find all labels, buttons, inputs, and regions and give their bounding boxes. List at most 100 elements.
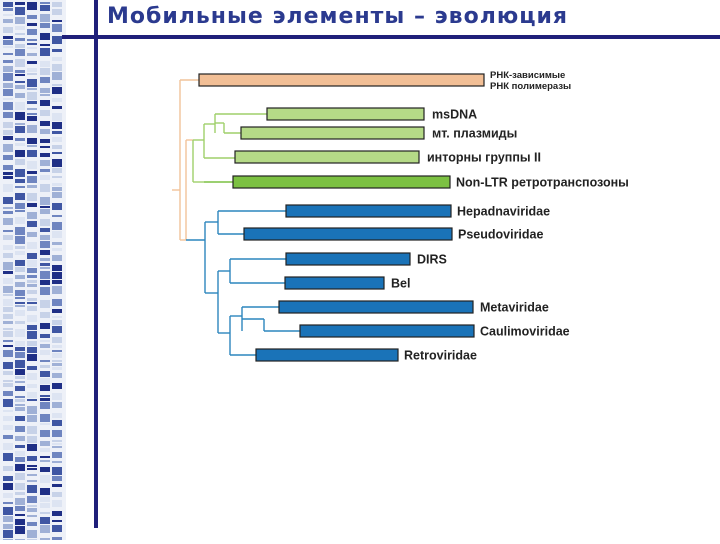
dna-band bbox=[27, 43, 37, 45]
metaviridae-bar bbox=[278, 300, 474, 314]
pseudoviridae-label: Pseudoviridae bbox=[458, 228, 543, 242]
dna-band bbox=[27, 284, 37, 287]
dna-band bbox=[27, 92, 37, 100]
dna-band bbox=[52, 525, 62, 532]
dna-band bbox=[15, 102, 25, 110]
dna-band bbox=[52, 36, 62, 44]
dna-band bbox=[3, 350, 13, 357]
dna-band bbox=[52, 363, 62, 366]
dna-band bbox=[3, 425, 13, 430]
dna-band bbox=[52, 537, 62, 540]
dna-band bbox=[52, 159, 62, 167]
dna-band bbox=[52, 122, 62, 129]
dna-band bbox=[27, 465, 37, 467]
dna-band bbox=[3, 416, 13, 421]
non-ltr-retrotransposons-bar bbox=[232, 175, 451, 189]
dna-band bbox=[3, 371, 13, 375]
dna-band bbox=[52, 353, 62, 358]
dna-band bbox=[27, 68, 37, 72]
dna-band bbox=[3, 89, 13, 96]
mt-plasmids-label: мт. плазмиды bbox=[432, 127, 517, 141]
hepadnaviridae-bar bbox=[285, 204, 452, 218]
dna-band bbox=[52, 360, 62, 362]
dna-band bbox=[52, 248, 62, 251]
dna-band bbox=[3, 197, 13, 204]
dna-band bbox=[15, 74, 25, 76]
dna-band bbox=[52, 476, 62, 481]
dna-band bbox=[3, 102, 13, 110]
dna-band bbox=[40, 430, 50, 437]
dna-band bbox=[15, 179, 25, 183]
dna-band bbox=[52, 316, 62, 318]
dna-band bbox=[27, 61, 37, 64]
dna-band bbox=[27, 101, 37, 104]
rna-polymerases-bar bbox=[198, 73, 485, 87]
dna-band bbox=[15, 369, 25, 375]
dna-band bbox=[3, 314, 13, 319]
dna-band bbox=[52, 176, 62, 178]
dna-band bbox=[27, 384, 37, 388]
dna-band bbox=[40, 503, 50, 508]
dna-band bbox=[15, 150, 25, 157]
dna-band bbox=[15, 217, 25, 224]
dna-band bbox=[3, 380, 13, 382]
dna-band bbox=[52, 215, 62, 217]
dna-band bbox=[40, 312, 50, 318]
dna-band bbox=[40, 344, 50, 348]
dna-band bbox=[52, 367, 62, 370]
dna-band bbox=[15, 404, 25, 406]
dna-band bbox=[3, 328, 13, 330]
dna-band bbox=[27, 145, 37, 147]
dna-band bbox=[40, 184, 50, 192]
dna-band bbox=[52, 511, 62, 516]
dna-band bbox=[27, 456, 37, 461]
dna-band bbox=[15, 85, 25, 89]
dna-band bbox=[27, 280, 37, 283]
dna-band bbox=[15, 203, 25, 209]
dna-band bbox=[3, 230, 13, 232]
dna-band bbox=[52, 152, 62, 154]
dna-band bbox=[3, 262, 13, 270]
dna-band bbox=[40, 100, 50, 106]
dna-band bbox=[52, 299, 62, 306]
tree-bars bbox=[198, 73, 485, 362]
dna-band bbox=[3, 172, 13, 175]
dna-band bbox=[52, 242, 62, 245]
dna-band bbox=[52, 24, 62, 32]
dna-band bbox=[52, 484, 62, 487]
dna-band bbox=[15, 492, 25, 495]
dna-band bbox=[27, 260, 37, 267]
dna-band bbox=[15, 275, 25, 279]
dna-band bbox=[3, 46, 13, 48]
dna-band bbox=[15, 514, 25, 516]
dna-band bbox=[3, 493, 13, 498]
dna-band bbox=[40, 5, 50, 11]
dna-band bbox=[40, 94, 50, 96]
dna-band bbox=[27, 268, 37, 273]
dna-band bbox=[3, 207, 13, 209]
dna-band bbox=[15, 396, 25, 398]
dna-band bbox=[27, 23, 37, 26]
dna-band bbox=[3, 453, 13, 461]
dna-band bbox=[15, 426, 25, 432]
dna-band bbox=[27, 203, 37, 207]
dna-band bbox=[52, 337, 62, 343]
dna-band bbox=[27, 176, 37, 183]
dna-band bbox=[27, 73, 37, 75]
dna-band bbox=[27, 2, 37, 10]
retroviridae-label: Retroviridae bbox=[404, 349, 477, 363]
dna-band bbox=[3, 410, 13, 412]
dna-band bbox=[15, 290, 25, 296]
dna-band bbox=[27, 366, 37, 370]
dna-band bbox=[52, 440, 62, 442]
dna-band bbox=[40, 385, 50, 391]
dna-band bbox=[52, 113, 62, 121]
dna-band bbox=[3, 307, 13, 312]
dna-band bbox=[15, 81, 25, 83]
dna-band bbox=[15, 49, 25, 56]
dna-band bbox=[15, 376, 25, 379]
dna-band bbox=[27, 185, 37, 188]
dna-band bbox=[3, 331, 13, 337]
dna-band bbox=[52, 272, 62, 279]
